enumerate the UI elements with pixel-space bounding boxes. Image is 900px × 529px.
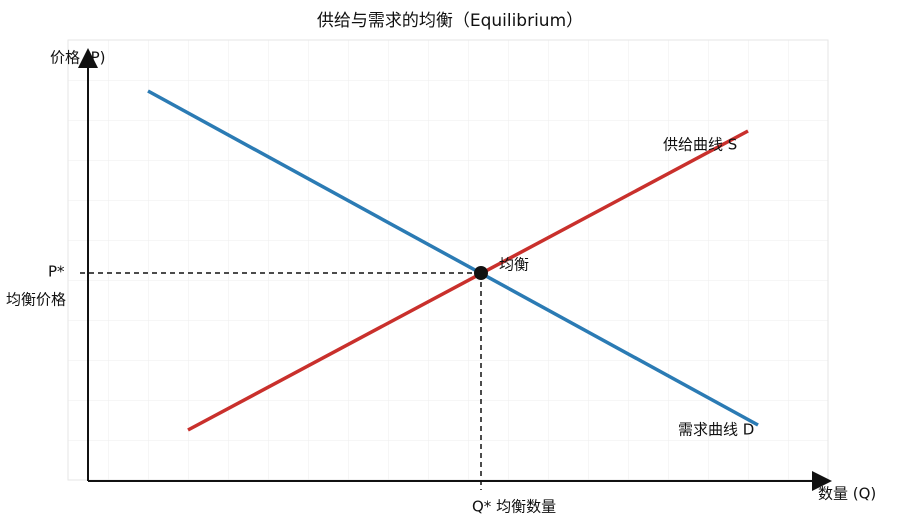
price-label: 均衡价格 xyxy=(6,291,66,309)
supply-label: 供给曲线 S xyxy=(663,136,737,154)
price-marker: P* xyxy=(48,263,65,281)
plot-grid xyxy=(67,39,829,481)
quantity-label: Q* 均衡数量 xyxy=(472,498,556,516)
y-axis-label: 价格 (P) xyxy=(50,49,106,67)
supply-curve xyxy=(187,129,749,432)
demand-curve xyxy=(147,89,759,427)
equilibrium-point xyxy=(474,266,488,280)
title: 供给与需求的均衡（Equilibrium） xyxy=(317,11,583,31)
equilibrium-label: 均衡 xyxy=(499,256,529,274)
x-axis-label: 数量 (Q) xyxy=(818,485,876,503)
demand-label: 需求曲线 D xyxy=(678,421,754,439)
